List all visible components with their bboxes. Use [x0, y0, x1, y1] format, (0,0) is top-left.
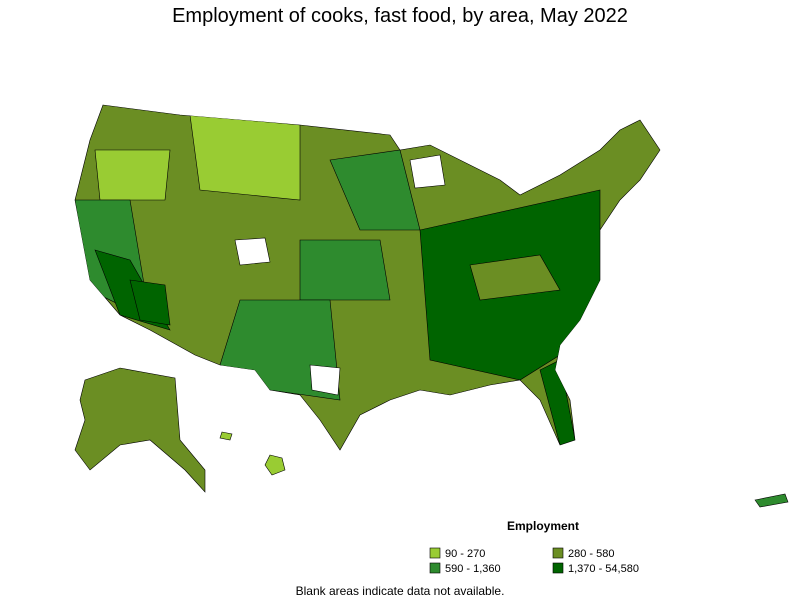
alaska: [74, 367, 206, 493]
no-data-area: [409, 154, 446, 189]
region: [189, 114, 301, 201]
legend-label: 90 - 270: [445, 548, 485, 560]
legend-label: 1,370 - 54,580: [568, 563, 639, 575]
us-map: [74, 104, 789, 508]
legend-label: 280 - 580: [568, 548, 614, 560]
no-data-area: [309, 364, 341, 396]
note: Blank areas indicate data not available.: [296, 584, 505, 598]
legend-swatch: [552, 562, 564, 574]
legend-title: Employment: [507, 519, 579, 533]
region: [469, 254, 561, 301]
map-title: Employment of cooks, fast food, by area,…: [172, 5, 628, 27]
hawaii-islands: [219, 431, 233, 441]
legend-swatch: [552, 547, 564, 559]
no-data-area: [234, 237, 271, 266]
legend-label: 590 - 1,360: [445, 563, 501, 575]
legend-swatch: [429, 562, 441, 574]
puerto-rico: [754, 493, 789, 508]
hawaii: [264, 454, 286, 476]
region: [129, 279, 171, 326]
region: [329, 149, 421, 231]
region: [299, 239, 391, 301]
legend: Employment 90 - 270 280 - 580 590 - 1,360 1…: [429, 519, 639, 575]
legend-swatch: [429, 547, 441, 559]
region: [94, 149, 171, 201]
region: [539, 359, 576, 446]
